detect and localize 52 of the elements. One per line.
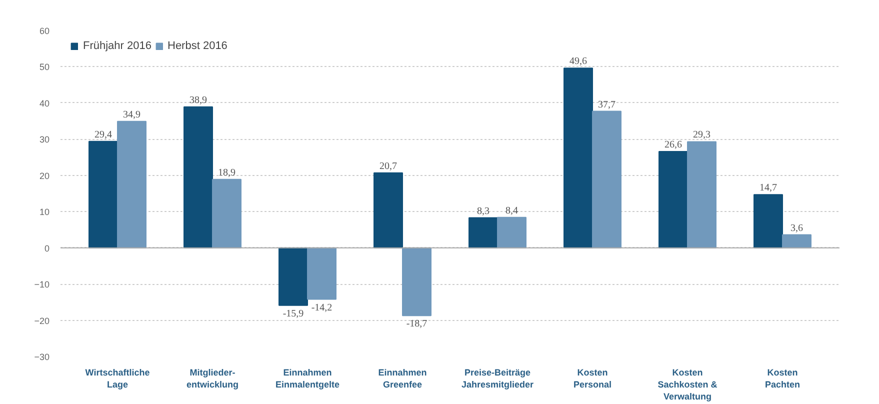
data-label: 29,3 <box>693 130 710 141</box>
bar <box>88 140 118 248</box>
bar <box>687 141 716 248</box>
x-tick-label: Wirtschaftliche Lage <box>85 368 150 390</box>
bar <box>307 247 336 300</box>
legend-label: Frühjahr 2016 <box>83 40 152 52</box>
y-tick-label: −10 <box>34 280 50 290</box>
data-label: -14,2 <box>311 302 332 314</box>
bar <box>468 217 498 248</box>
bar <box>402 247 432 316</box>
bar <box>374 172 403 248</box>
y-tick-label: 0 <box>44 243 50 254</box>
legend-label: Herbst 2016 <box>168 40 228 52</box>
x-tick-label: Einnahmen Greenfee <box>378 368 427 390</box>
bar <box>212 178 242 248</box>
x-tick-label: Preise-Beiträge Jahresmitglieder <box>461 368 534 390</box>
data-label: 29,4 <box>94 129 112 140</box>
x-tick-label: Mitglieder- entwicklung <box>186 368 239 390</box>
data-label: -18,7 <box>406 318 428 330</box>
data-label: 26,6 <box>664 139 682 150</box>
bar <box>782 234 812 248</box>
bar <box>184 106 213 248</box>
x-tick-label: Kosten Pachten <box>764 368 800 390</box>
data-label: 34,9 <box>123 109 140 120</box>
bar <box>658 150 688 248</box>
y-tick-label: 10 <box>39 207 50 218</box>
bar <box>592 110 622 248</box>
data-label: 8,4 <box>506 205 518 216</box>
data-label: 14,7 <box>760 182 777 194</box>
data-label: 20,7 <box>380 160 397 172</box>
y-tick-label: −20 <box>34 316 50 326</box>
bar <box>564 68 593 248</box>
data-label: 37,7 <box>598 99 616 110</box>
bar <box>117 120 146 248</box>
y-tick-label: 60 <box>39 26 50 36</box>
x-tick-label: Einnahmen Einmalentgelte <box>275 368 340 390</box>
bar <box>278 247 308 306</box>
y-tick-label: 50 <box>39 62 50 72</box>
bar <box>497 216 526 248</box>
y-tick-label: −30 <box>34 352 50 362</box>
x-tick-label: Kosten Personal <box>573 368 612 390</box>
data-label: 49,6 <box>570 56 587 68</box>
bar <box>754 194 783 248</box>
data-label: -15,9 <box>282 308 304 320</box>
data-label: 3,6 <box>790 222 803 234</box>
data-label: 18,9 <box>218 167 236 178</box>
x-tick-label: Kosten Sachkosten & Verwaltung <box>658 368 718 402</box>
y-tick-label: 20 <box>39 170 50 181</box>
data-label: 38,9 <box>190 94 207 106</box>
y-tick-label: 30 <box>39 134 50 145</box>
data-label: 8,3 <box>477 206 490 217</box>
y-tick-label: 40 <box>39 98 50 108</box>
